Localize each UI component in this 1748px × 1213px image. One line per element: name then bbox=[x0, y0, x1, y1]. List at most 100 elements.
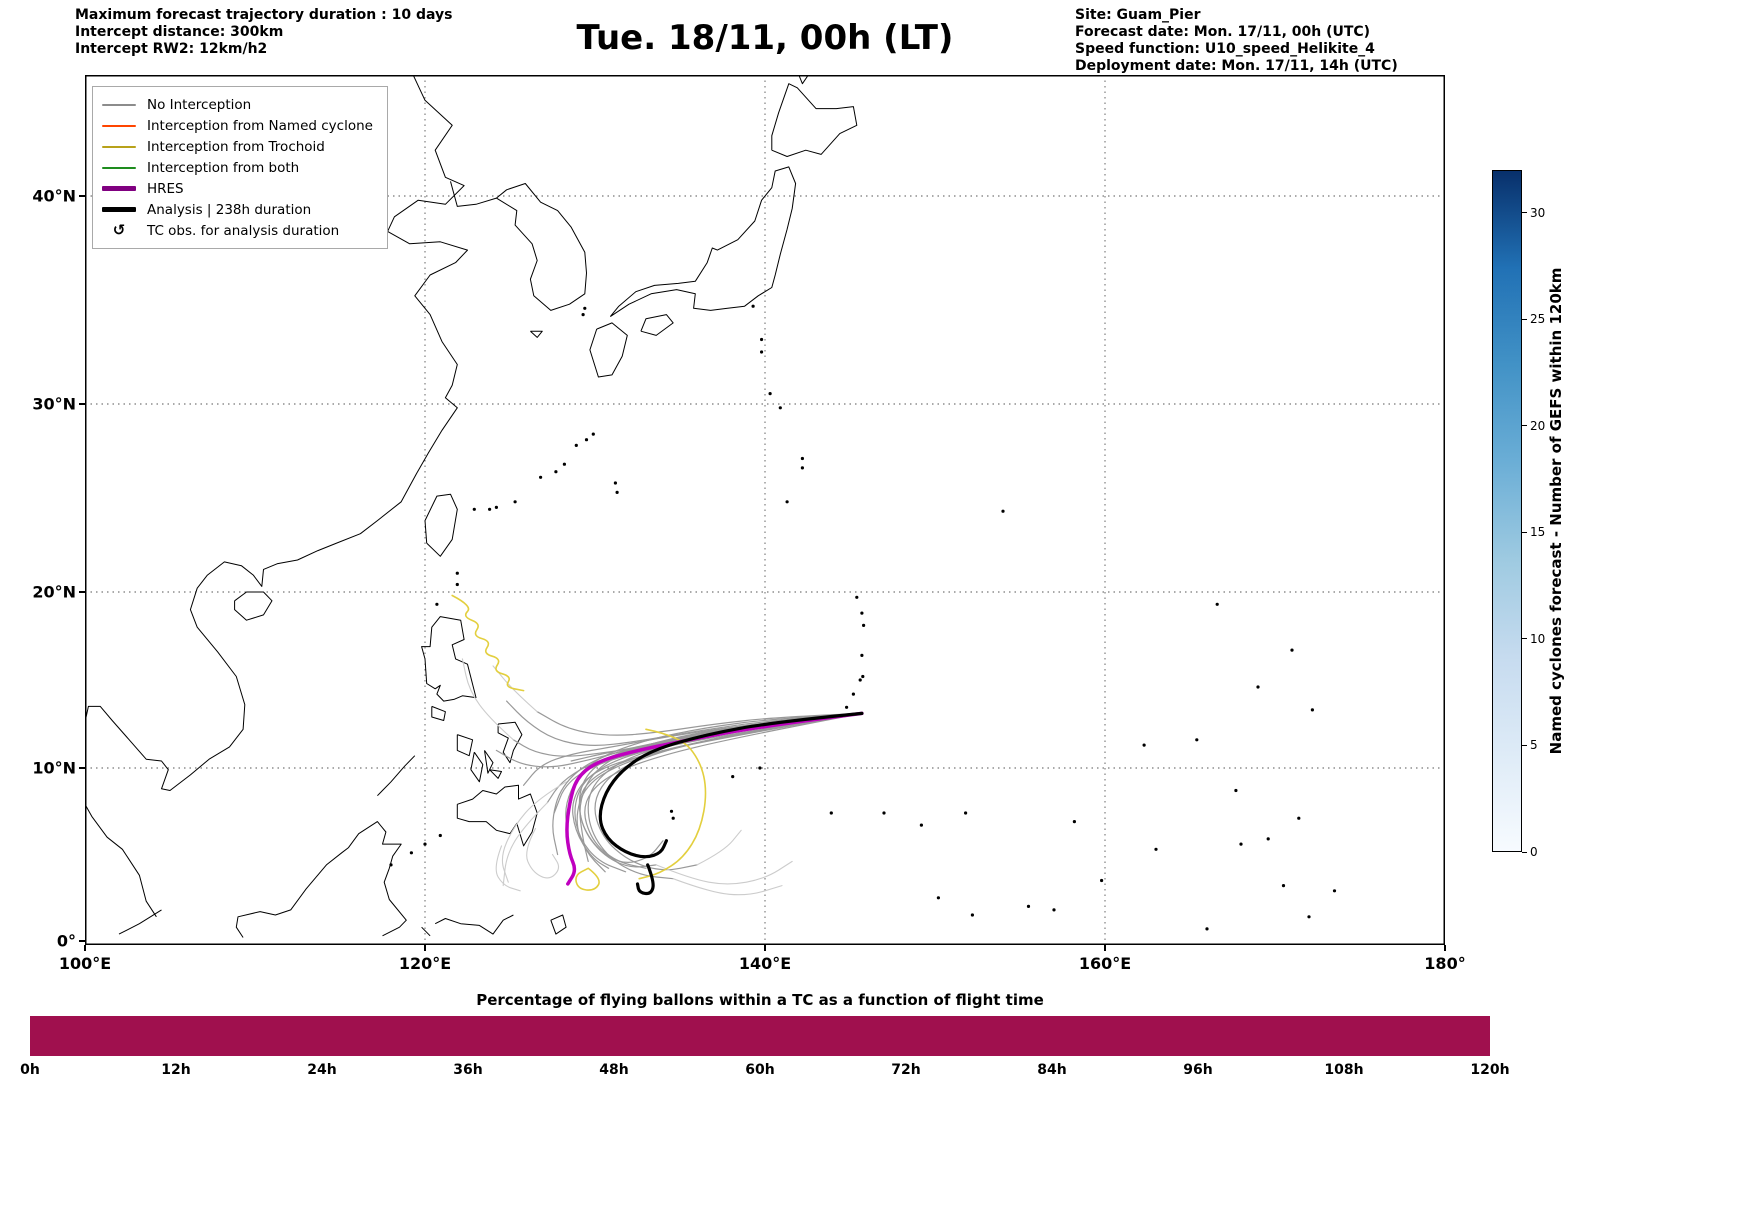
coastline bbox=[589, 322, 628, 378]
colorbar-tick-label: 15 bbox=[1530, 525, 1546, 540]
colorbar-tick-label: 25 bbox=[1530, 312, 1546, 327]
colorbar-tick-label: 30 bbox=[1530, 205, 1546, 220]
coastline bbox=[496, 183, 587, 311]
trajectory bbox=[575, 867, 600, 891]
forecast-date-text: Forecast date: Mon. 17/11, 00h (UTC) bbox=[1075, 24, 1371, 40]
coastline bbox=[470, 751, 484, 783]
legend-line-sample bbox=[102, 103, 136, 106]
trajectory bbox=[526, 827, 560, 879]
legend-item-label: Analysis | 238h duration bbox=[147, 201, 312, 218]
coastline bbox=[550, 914, 567, 935]
intercept-rw2-text: Intercept RW2: 12km/h2 bbox=[75, 41, 268, 57]
legend-item-label: Interception from Trochoid bbox=[147, 138, 325, 155]
intercept-distance-text: Intercept distance: 300km bbox=[75, 24, 284, 40]
lon-tick-mark bbox=[1104, 945, 1106, 951]
bottom-tick-label: 120h bbox=[1470, 1062, 1510, 1078]
lat-tick-label: 30°N bbox=[32, 394, 76, 414]
colorbar-tick-label: 10 bbox=[1530, 631, 1546, 646]
colorbar-label: Named cyclones forecast - Number of GEFS… bbox=[1547, 267, 1565, 755]
trajectory bbox=[635, 863, 655, 896]
series-interception-from-trochoid bbox=[451, 594, 707, 891]
lon-tick-mark bbox=[764, 945, 766, 951]
trajectory bbox=[565, 711, 864, 886]
max-duration-text: Maximum forecast trajectory duration : 1… bbox=[75, 7, 453, 23]
trajectory bbox=[672, 878, 783, 896]
lat-tick-mark bbox=[79, 195, 85, 197]
colorbar-tick-label: 0 bbox=[1530, 845, 1538, 859]
page-title: Tue. 18/11, 00h (LT) bbox=[576, 18, 954, 58]
trajectory bbox=[495, 845, 521, 892]
coastline bbox=[421, 616, 477, 702]
trajectory bbox=[461, 658, 514, 741]
bottom-tick-label: 36h bbox=[453, 1062, 483, 1078]
colorbar-tick-mark bbox=[1522, 531, 1527, 533]
legend-item-label: TC obs. for analysis duration bbox=[147, 222, 340, 239]
coastline bbox=[234, 591, 273, 621]
lon-tick-mark bbox=[424, 945, 426, 951]
trajectory bbox=[696, 829, 742, 866]
coastline bbox=[456, 784, 538, 847]
series-hres bbox=[565, 711, 864, 886]
coastline bbox=[640, 314, 674, 336]
legend-item: Analysis | 238h duration bbox=[102, 199, 373, 220]
bottom-tick-label: 60h bbox=[745, 1062, 775, 1078]
trajectory bbox=[451, 594, 525, 692]
legend-line-sample bbox=[102, 166, 136, 169]
coastline bbox=[484, 750, 494, 774]
trajectory bbox=[638, 728, 707, 880]
trajectory bbox=[594, 712, 863, 871]
bottom-tick-label: 12h bbox=[161, 1062, 191, 1078]
trajectory bbox=[584, 712, 863, 869]
series-no-interception-gefs-members- bbox=[495, 700, 863, 880]
deployment-date-text: Deployment date: Mon. 17/11, 14h (UTC) bbox=[1075, 58, 1398, 74]
colorbar-tick-mark bbox=[1522, 744, 1527, 746]
site-text: Site: Guam_Pier bbox=[1075, 7, 1201, 23]
legend-item: Interception from Named cyclone bbox=[102, 115, 373, 136]
lat-tick-mark bbox=[79, 767, 85, 769]
coastline bbox=[450, 181, 497, 207]
colorbar-tick-label: 5 bbox=[1530, 738, 1538, 753]
trajectory bbox=[655, 860, 793, 885]
coastline bbox=[85, 722, 157, 918]
colorbar-tick-mark bbox=[1522, 851, 1527, 853]
coastline bbox=[609, 166, 797, 318]
bottom-chart-title: Percentage of flying ballons within a TC… bbox=[476, 991, 1044, 1009]
bottom-bar bbox=[30, 1016, 1490, 1056]
legend-item: HRES bbox=[102, 178, 373, 199]
trajectory bbox=[492, 665, 538, 713]
legend-item: ↺ TC obs. for analysis duration bbox=[102, 220, 373, 241]
bottom-tick-label: 48h bbox=[599, 1062, 629, 1078]
colorbar-tick-mark bbox=[1522, 212, 1527, 214]
legend-item: Interception from both bbox=[102, 157, 373, 178]
bottom-tick-label: 96h bbox=[1183, 1062, 1213, 1078]
legend-item-label: HRES bbox=[147, 180, 184, 197]
legend-item-label: Interception from Named cyclone bbox=[147, 117, 373, 134]
trajectory bbox=[536, 711, 863, 736]
map-legend: No Interception Interception from Named c… bbox=[92, 86, 388, 249]
trajectory bbox=[501, 781, 567, 883]
legend-item-label: Interception from both bbox=[147, 159, 300, 176]
lon-tick-label: 140°E bbox=[738, 954, 792, 973]
lon-tick-label: 160°E bbox=[1078, 954, 1132, 973]
colorbar-tick-label: 20 bbox=[1530, 418, 1546, 433]
coastline bbox=[771, 83, 858, 157]
bottom-tick-label: 24h bbox=[307, 1062, 337, 1078]
colorbar bbox=[1492, 170, 1522, 852]
lat-tick-label: 0° bbox=[56, 931, 76, 951]
bottom-tick-label: 72h bbox=[891, 1062, 921, 1078]
trajectory bbox=[502, 802, 548, 887]
trajectory bbox=[506, 700, 863, 746]
legend-line-sample bbox=[102, 207, 136, 212]
coastline bbox=[489, 769, 502, 779]
coastline bbox=[85, 75, 468, 791]
legend-item: No Interception bbox=[102, 94, 373, 115]
colorbar-tick-mark bbox=[1522, 425, 1527, 427]
coastline bbox=[456, 734, 474, 757]
small-islands bbox=[389, 304, 1337, 931]
coastline bbox=[431, 705, 446, 721]
coastline bbox=[118, 909, 162, 935]
lon-tick-mark bbox=[84, 945, 86, 951]
legend-line-sample bbox=[102, 124, 136, 127]
colorbar-tick-mark bbox=[1522, 638, 1527, 640]
